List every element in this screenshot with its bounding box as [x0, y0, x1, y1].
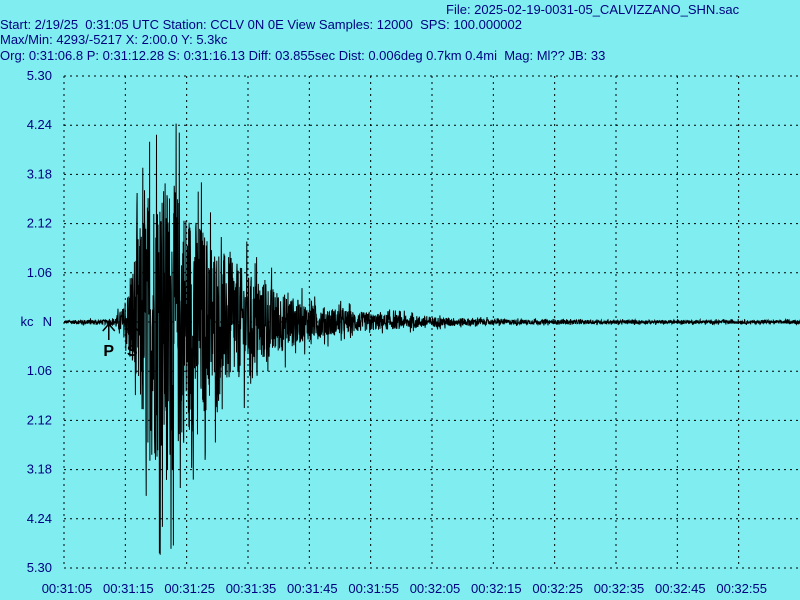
phase-marker-p: P — [102, 322, 116, 360]
y-axis-tick-labels: 5.30 4.24 3.18 2.12 1.06 N 1.06 2.12 3.18 4.24 5.3… — [27, 68, 52, 575]
maxmin-info-label: Max/Min: 4293/-5217 X: 2:00.0 Y: 5.3kc — [0, 32, 228, 47]
x-tick-label: 00:32:35 — [594, 581, 645, 596]
x-tick-label: 00:31:05 — [42, 581, 93, 596]
file-name-label: File: 2025-02-19-0031-05_CALVIZZANO_SHN.… — [446, 2, 740, 17]
y-tick-label: 1.06 — [27, 363, 52, 378]
start-info-label: Start: 2/19/25 0:31:05 UTC Station: CCLV… — [0, 17, 522, 32]
phase-marker-label: S — [127, 343, 138, 360]
waveform-trace — [64, 123, 800, 555]
origin-info-label: Org: 0:31:06.8 P: 0:31:12.28 S: 0:31:16.… — [0, 48, 606, 63]
y-tick-label: 3.18 — [27, 462, 52, 477]
x-axis-tick-labels: 00:31:05 00:31:15 00:31:25 00:31:35 00:31:45… — [42, 581, 767, 596]
x-tick-label: 00:32:45 — [655, 581, 706, 596]
x-tick-label: 00:31:45 — [287, 581, 338, 596]
y-axis-unit-label: kc — [21, 314, 35, 329]
y-tick-label: 1.06 — [27, 265, 52, 280]
y-tick-label: 5.30 — [27, 68, 52, 83]
y-tick-label: 2.12 — [27, 216, 52, 231]
y-tick-label: 4.24 — [27, 511, 52, 526]
x-tick-label: 00:32:05 — [410, 581, 461, 596]
y-tick-label: 3.18 — [27, 166, 52, 181]
x-tick-label: 00:31:35 — [226, 581, 277, 596]
x-tick-label: 00:32:55 — [716, 581, 767, 596]
x-tick-label: 00:32:15 — [471, 581, 522, 596]
y-tick-label: 5.30 — [27, 560, 52, 575]
x-tick-label: 00:32:25 — [532, 581, 583, 596]
y-tick-label: N — [43, 314, 52, 329]
phase-marker-label: P — [103, 343, 114, 360]
y-tick-label: 2.12 — [27, 412, 52, 427]
x-tick-label: 00:31:15 — [103, 581, 154, 596]
phase-marker-s: S — [125, 322, 139, 360]
y-tick-label: 4.24 — [27, 117, 52, 132]
x-tick-label: 00:31:55 — [348, 581, 399, 596]
x-tick-label: 00:31:25 — [164, 581, 215, 596]
